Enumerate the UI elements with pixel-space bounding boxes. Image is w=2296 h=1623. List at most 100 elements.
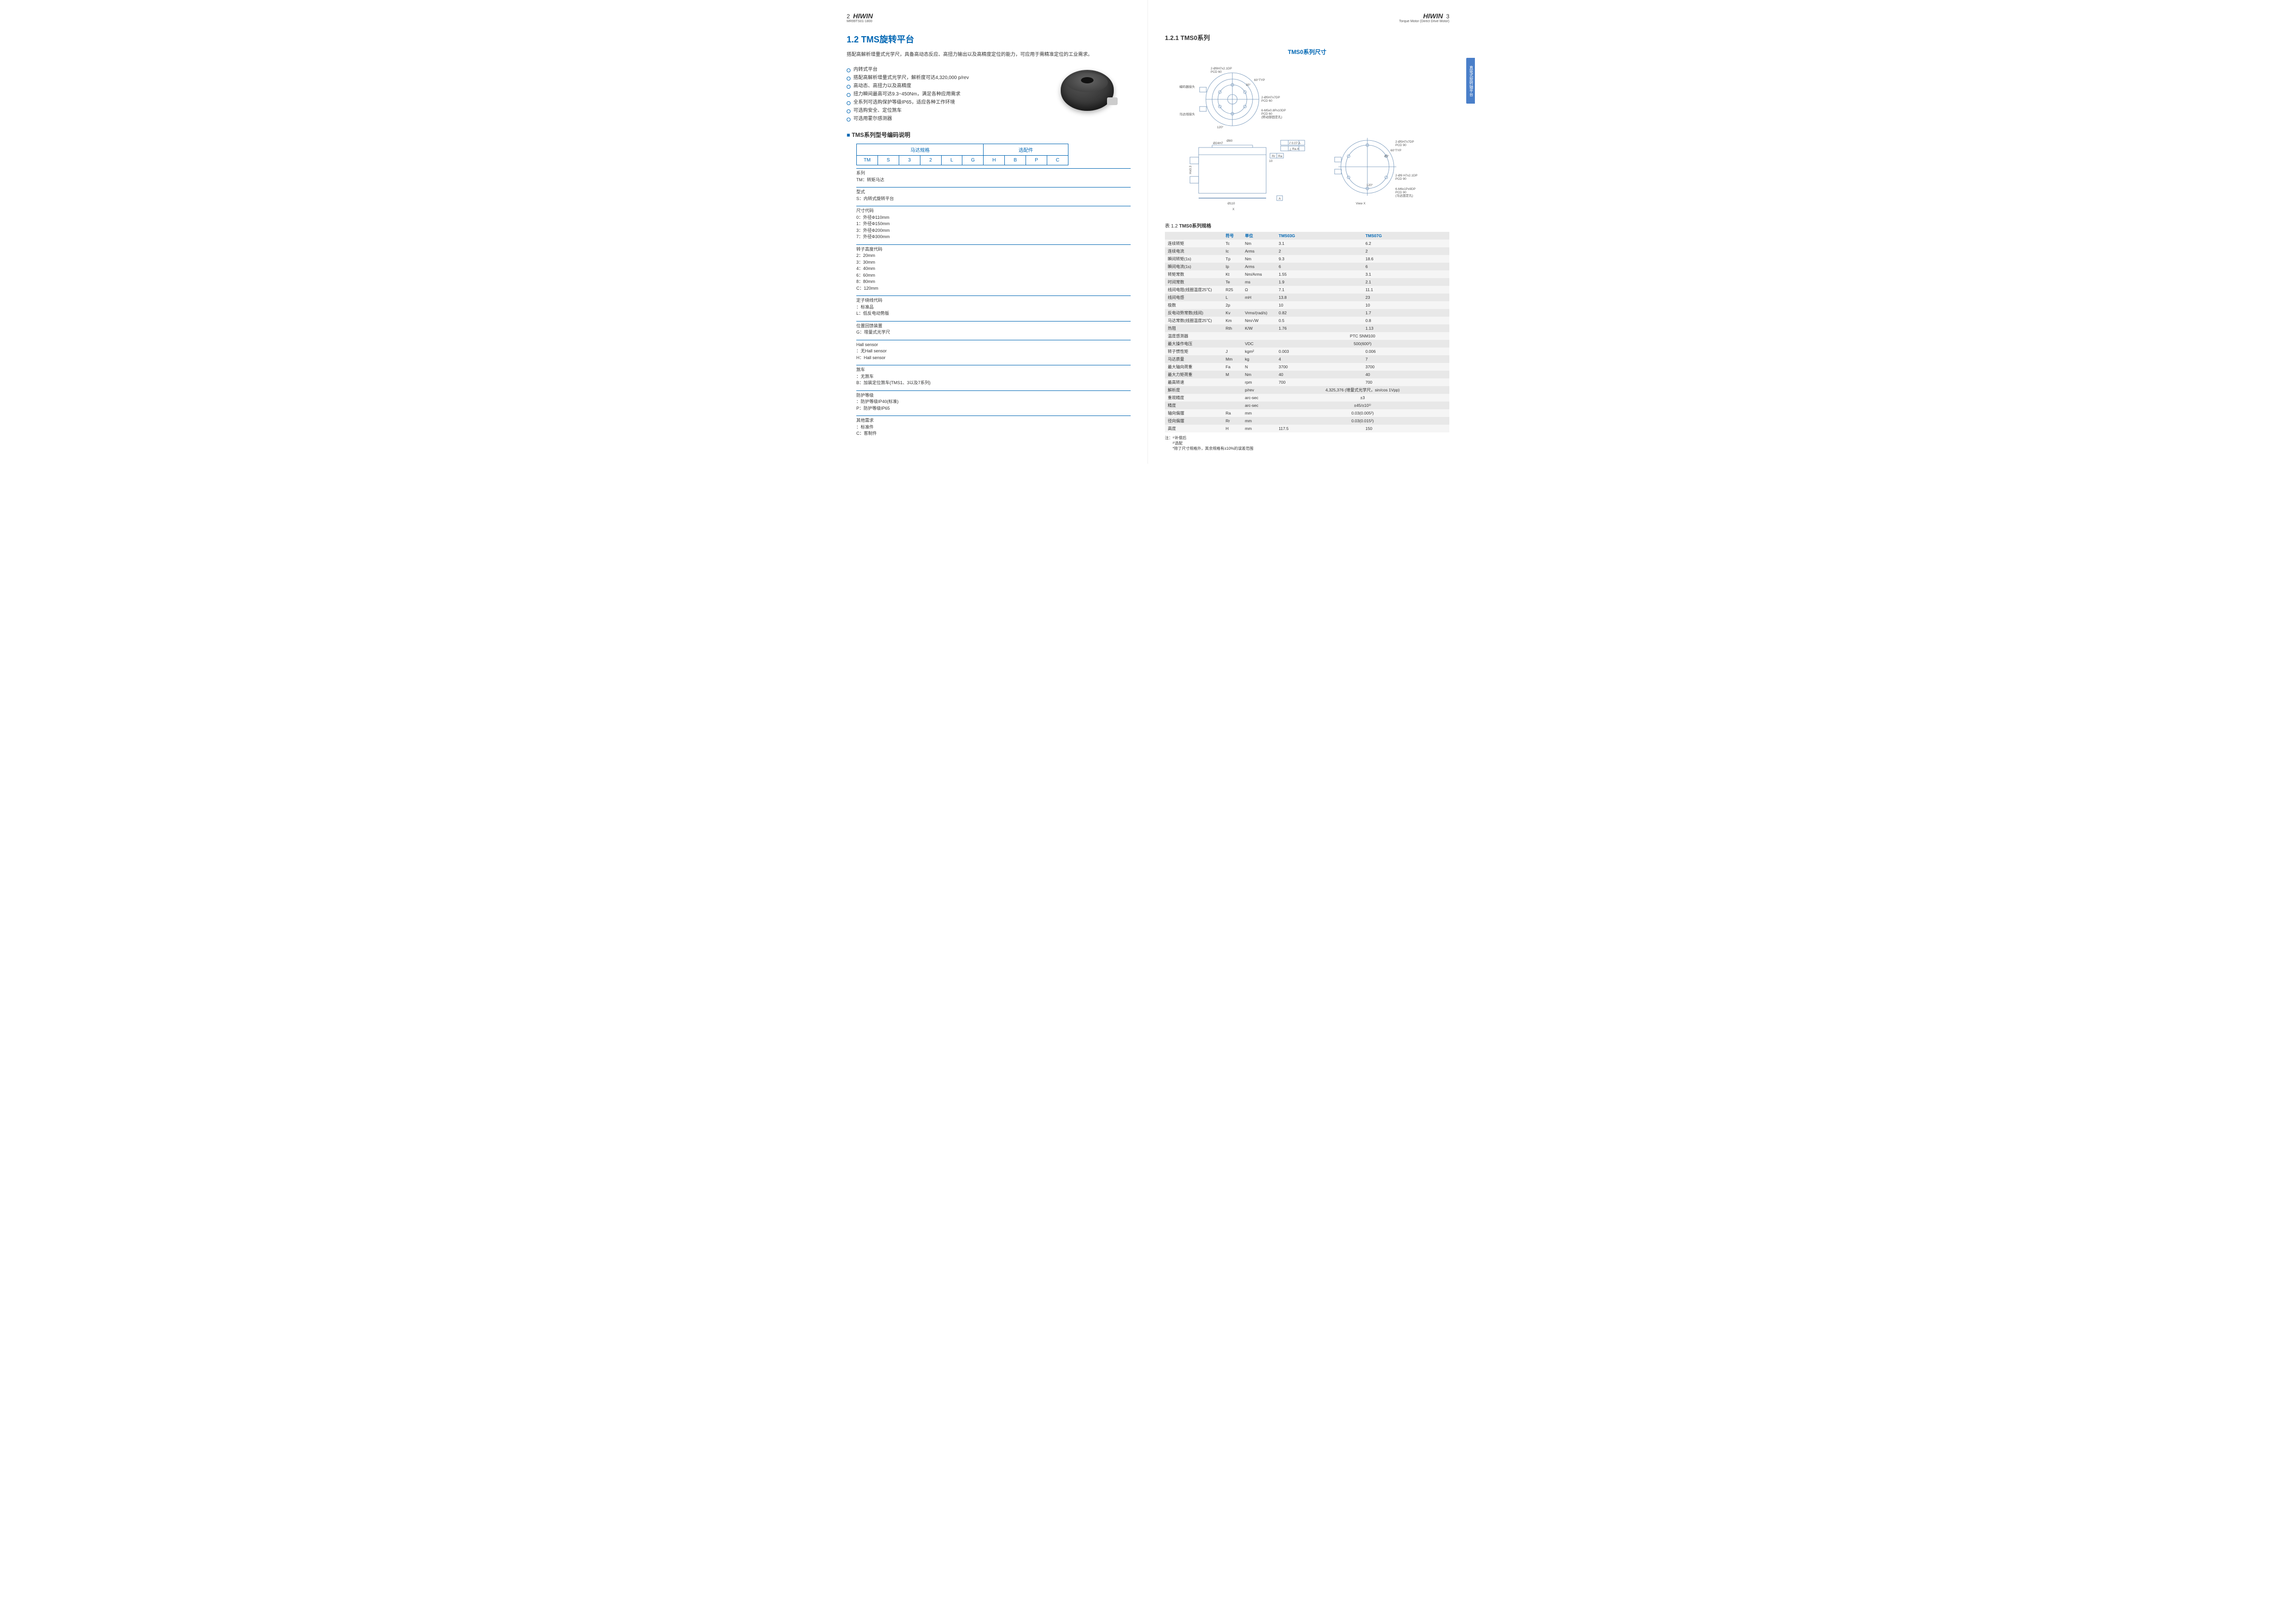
feature-item: 可选购安全、定位煞车 [847, 107, 1131, 115]
spec-table-title: 表 1.2 TMS0系列规格 [1165, 222, 1449, 229]
col-model-1: TMS03G [1276, 232, 1363, 240]
dwg-label: ⟂ Ra A [1289, 148, 1299, 151]
spec-row: 轴向偏摆Ramm0.03(0.005²) [1165, 409, 1449, 417]
encoding-definition: 位置回馈装置G：增量式光学尺 [856, 321, 1131, 336]
page-number-left: 2 [847, 13, 850, 20]
dwg-label: PCD 90 [1395, 144, 1406, 147]
product-line: Torque Motor (Direct Drive Motor) [1399, 20, 1449, 23]
dwg-label: PCD 60 [1261, 112, 1272, 116]
spec-row: 最高转速rpm700700 [1165, 378, 1449, 386]
dwg-label: 2-Ø9H7x2.1DP [1211, 67, 1232, 70]
spec-row: 转子惯性矩Jkgm²0.0030.006 [1165, 348, 1449, 355]
encoding-cell: 3 [899, 156, 920, 165]
dwg-label: Ra [1278, 155, 1283, 158]
dwg-label: 60°TYP [1391, 148, 1401, 152]
dwg-label: 10 [1269, 160, 1273, 163]
feature-list: 内转式平台搭配高解析增量式光学尺，解析度可达4,320,000 p/rev高动态… [847, 66, 1131, 123]
dwg-label: 6-M6x1Px9DP [1395, 188, 1416, 191]
dwg-label: PCD 90 [1395, 191, 1406, 194]
encoding-definition: Hall sensor：无Hall sensorH：Hall sensor [856, 340, 1131, 362]
dwg-label: A [1279, 197, 1281, 201]
dwg-label: 45° [1384, 154, 1389, 158]
dwg-label: 30° [1246, 83, 1251, 87]
intro-text: 搭配高解析增量式光学尺，具备高动态反应、高扭力输出以及高精度定位的能力，可应用于… [847, 51, 1131, 59]
encoding-cell: TM [857, 156, 878, 165]
dwg-label: H±0.3 [1189, 165, 1192, 174]
section-title: 1.2 TMS旋转平台 [847, 33, 1131, 45]
encoding-cell: 2 [920, 156, 941, 165]
spec-row: 马达常数(线圈温度25℃)KmNm/√W0.50.8 [1165, 317, 1449, 324]
brand-logo: HIWIN [853, 12, 873, 20]
feature-item: 内转式平台 [847, 66, 1131, 74]
doc-code: MR99TS01-1800 [847, 20, 873, 23]
spec-row: 线间电阻(线圈温度25℃)R25Ω7.111.1 [1165, 286, 1449, 294]
dwg-label: 120° [1366, 183, 1373, 187]
dwg-label: ⫽ 0.07 A [1289, 142, 1301, 145]
spec-row: 连续转矩TcNm3.16.2 [1165, 240, 1449, 247]
encoding-cell: P [1026, 156, 1047, 165]
encoding-definition: 型式S：内转式旋转平台 [856, 187, 1131, 202]
feature-item: 全系列可选购保护等级IP65，适应各种工作环境 [847, 98, 1131, 107]
right-section-title: 1.2.1 TMS0系列 [1165, 33, 1449, 42]
dwg-label: Ø110 [1228, 202, 1235, 205]
dwg-label: Rr [1272, 155, 1276, 158]
dwg-label: 马达线接头 [1179, 112, 1195, 116]
side-tab: 直驱式旋转轴平台 [1466, 58, 1475, 104]
spec-row: 极数2p1010 [1165, 301, 1449, 309]
encoding-cell: H [984, 156, 1005, 165]
dwg-label: PCD 60 [1261, 99, 1272, 103]
dwg-label: X [1232, 208, 1235, 211]
technical-drawing: 2-Ø9H7x2.1DP PCD 60 编码器接头 马达线接头 2-Ø5H7x7… [1165, 61, 1425, 215]
spec-row: 最大操作电压VDC500(600²) [1165, 340, 1449, 348]
feature-item: 搭配高解析增量式光学尺，解析度可达4,320,000 p/rev [847, 74, 1131, 82]
dwg-label: 2-Ø5H7x7DP [1261, 96, 1280, 99]
encoding-cell: B [1005, 156, 1026, 165]
spec-row: 重现精度arc-sec±3 [1165, 394, 1449, 402]
spec-row: 马达质量Mmkg47 [1165, 355, 1449, 363]
encoding-title: TMS系列型号编码说明 [847, 131, 1131, 139]
spec-table: 符号 单位 TMS03G TMS07G 连续转矩TcNm3.16.2连续电流Ic… [1165, 232, 1449, 432]
encoding-definition: 尺寸代码0：外径Φ110mm1：外径Φ150mm3：外径Φ200mm7：外径Φ3… [856, 206, 1131, 241]
col-symbol: 符号 [1223, 232, 1242, 240]
group-motor: 马达规格 [857, 144, 984, 156]
dwg-label: 编码器接头 [1179, 84, 1195, 89]
encoding-definition: 防护等级：防护等级IP40(标准)P：防护等级IP65 [856, 390, 1131, 412]
dwg-label: 60°TYP [1254, 78, 1265, 82]
encoding-diagram: 马达规格选配件 TMS32LGHBPC 系列TM：转矩马达型式S：内转式旋转平台… [856, 144, 1131, 437]
spec-row: 径向偏摆Rrmm0.03(0.015²) [1165, 417, 1449, 425]
dwg-label: 120° [1217, 125, 1224, 129]
spec-row: 连续电流IcArms22 [1165, 247, 1449, 255]
col-unit: 单位 [1242, 232, 1276, 240]
header-left: 2 HIWIN MR99TS01-1800 [847, 12, 1131, 23]
encoding-definition: 煞车：无煞车B：加装定位煞车(TMS1、3以及7系列) [856, 365, 1131, 387]
spec-row: 高度Hmm117.5150 [1165, 425, 1449, 432]
spec-row: 时间常数Tems1.92.1 [1165, 278, 1449, 286]
spec-row: 最大力矩荷重MNm4040 [1165, 371, 1449, 378]
dwg-label: 6-M5x0.8Px10DP [1261, 109, 1286, 112]
dwg-label: PCD 90 [1395, 177, 1406, 181]
dwg-label: (马达固定孔) [1395, 193, 1413, 198]
dwg-label: View X [1356, 202, 1366, 205]
spec-row: 最大轴向荷重FaN37003700 [1165, 363, 1449, 371]
spec-row: 线间电感LmH13.823 [1165, 294, 1449, 301]
encoding-cell: L [941, 156, 962, 165]
spec-row: 温度感测器PTC SNM100 [1165, 332, 1449, 340]
encoding-definition: 系列TM：转矩马达 [856, 168, 1131, 183]
encoding-table: 马达规格选配件 TMS32LGHBPC [856, 144, 1068, 165]
dwg-label: 2-Ø9 H7x2.1DP [1395, 174, 1418, 177]
spec-row: 热阻RthK/W1.761.13 [1165, 324, 1449, 332]
encoding-definition: 其他需求：标准件C：客制件 [856, 416, 1131, 437]
brand-logo-right: HIWIN [1423, 12, 1443, 20]
group-options: 选配件 [984, 144, 1068, 156]
feature-item: 高动态、高扭力以及高精度 [847, 82, 1131, 90]
spec-row: 解析度p/rev4,325,376 (增量式光学尺，sin/cos 1Vpp) [1165, 386, 1449, 394]
page-number-right: 3 [1446, 13, 1449, 20]
encoding-cell: S [878, 156, 899, 165]
feature-item: 扭力瞬间最高可达9.3~450Nm，满足各种应用需求 [847, 90, 1131, 98]
encoding-cell: G [962, 156, 984, 165]
encoding-definition: 定子绕线代码：标准品L：低反电动势版 [856, 295, 1131, 317]
spec-notes: 注：¹⁾补偿后 ²⁾选配 *除了尺寸规格外，其余规格有±10%的误差范围 [1165, 435, 1449, 452]
dwg-label: Ø24H7 [1213, 142, 1223, 145]
feature-item: 可选用霍尔感测器 [847, 115, 1131, 123]
encoding-definition: 转子高度代码2：20mm3：30mm4：40mm6：60mm8：80mmC：12… [856, 244, 1131, 292]
